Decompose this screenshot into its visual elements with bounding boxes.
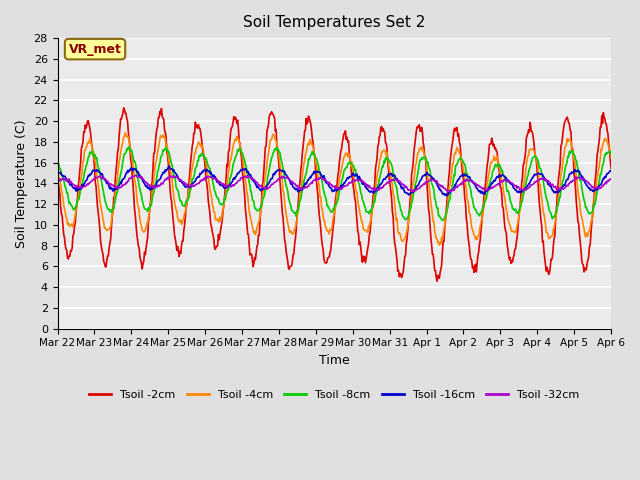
Tsoil -4cm xyxy=(178,222,186,228)
Tsoil -8cm xyxy=(64,190,72,196)
Tsoil -32cm xyxy=(54,179,61,185)
Tsoil -16cm xyxy=(607,168,615,174)
Legend: Tsoil -2cm, Tsoil -4cm, Tsoil -8cm, Tsoil -16cm, Tsoil -32cm: Tsoil -2cm, Tsoil -4cm, Tsoil -8cm, Tsoi… xyxy=(84,385,584,405)
Tsoil -16cm xyxy=(442,193,450,199)
Tsoil -8cm xyxy=(54,159,61,165)
Tsoil -16cm xyxy=(178,179,186,185)
Tsoil -32cm xyxy=(419,182,426,188)
Tsoil -32cm xyxy=(121,181,129,187)
Line: Tsoil -4cm: Tsoil -4cm xyxy=(58,133,611,245)
Tsoil -16cm xyxy=(419,173,426,179)
Tsoil -16cm xyxy=(207,169,214,175)
Tsoil -2cm xyxy=(64,255,72,261)
Line: Tsoil -16cm: Tsoil -16cm xyxy=(58,166,611,196)
Tsoil -2cm xyxy=(54,172,61,178)
Tsoil -8cm xyxy=(178,198,186,204)
Tsoil -4cm xyxy=(607,155,615,161)
Title: Soil Temperatures Set 2: Soil Temperatures Set 2 xyxy=(243,15,426,30)
Tsoil -16cm xyxy=(54,172,61,178)
Tsoil -2cm xyxy=(207,221,214,227)
X-axis label: Time: Time xyxy=(319,354,349,367)
Tsoil -8cm xyxy=(419,156,426,162)
Tsoil -16cm xyxy=(165,163,173,169)
Tsoil -2cm xyxy=(419,129,426,134)
Tsoil -16cm xyxy=(64,178,72,183)
Tsoil -2cm xyxy=(403,241,410,247)
Tsoil -32cm xyxy=(178,178,186,183)
Text: VR_met: VR_met xyxy=(68,43,122,56)
Tsoil -32cm xyxy=(446,189,454,195)
Tsoil -8cm xyxy=(439,217,447,223)
Tsoil -32cm xyxy=(64,177,72,183)
Tsoil -32cm xyxy=(607,176,615,182)
Tsoil -32cm xyxy=(131,172,139,178)
Tsoil -2cm xyxy=(178,243,186,249)
Tsoil -2cm xyxy=(122,110,129,116)
Tsoil -8cm xyxy=(125,144,132,150)
Line: Tsoil -32cm: Tsoil -32cm xyxy=(58,175,611,192)
Tsoil -4cm xyxy=(121,134,129,140)
Tsoil -8cm xyxy=(403,216,410,222)
Tsoil -16cm xyxy=(403,190,410,196)
Tsoil -4cm xyxy=(419,148,426,154)
Tsoil -8cm xyxy=(207,173,214,179)
Line: Tsoil -2cm: Tsoil -2cm xyxy=(58,108,611,281)
Tsoil -8cm xyxy=(607,151,615,156)
Tsoil -32cm xyxy=(403,184,410,190)
Tsoil -4cm xyxy=(207,191,214,196)
Tsoil -4cm xyxy=(403,231,410,237)
Tsoil -4cm xyxy=(64,222,72,228)
Y-axis label: Soil Temperature (C): Soil Temperature (C) xyxy=(15,119,28,248)
Tsoil -16cm xyxy=(121,175,129,181)
Tsoil -4cm xyxy=(435,242,443,248)
Tsoil -2cm xyxy=(433,278,441,284)
Tsoil -32cm xyxy=(207,174,214,180)
Tsoil -8cm xyxy=(121,151,129,156)
Line: Tsoil -8cm: Tsoil -8cm xyxy=(58,147,611,220)
Tsoil -4cm xyxy=(54,164,61,169)
Tsoil -2cm xyxy=(607,165,615,171)
Tsoil -2cm xyxy=(120,105,127,111)
Tsoil -4cm xyxy=(122,130,129,136)
